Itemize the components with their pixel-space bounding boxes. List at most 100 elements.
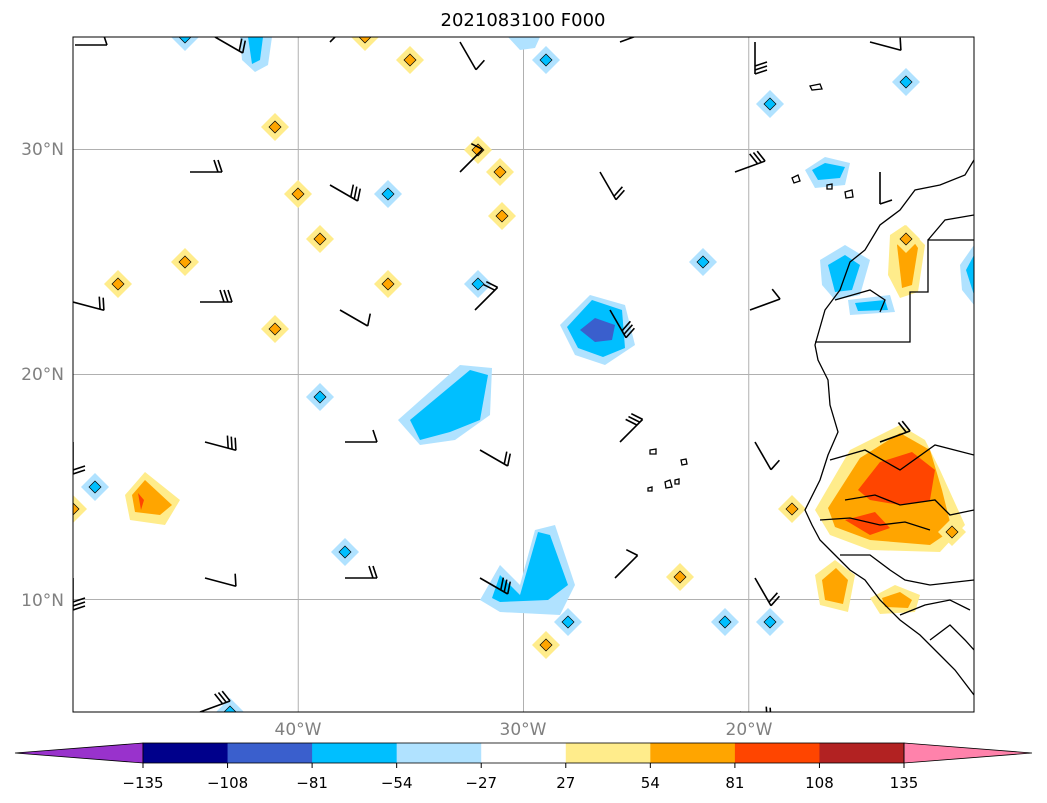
contour-neg-outer [508,37,540,50]
mauritania-border [815,239,974,343]
gambia-border [819,517,931,531]
contour-feature-inner [495,209,509,223]
contour-feature-inner [539,53,553,67]
contour-feature-inner [223,705,237,712]
wind-barb [614,549,639,579]
wind-barb [754,577,780,607]
wind-barb [734,150,766,173]
wind-barb [75,37,108,46]
guinea-border [840,554,974,586]
longitude-labels: 40°W 30°W 20°W [275,720,773,740]
figure-title: 2021083100 F000 [441,10,606,31]
contour-feature-inner [381,187,395,201]
contour-neg-core [580,318,615,342]
colorbar-segment [227,743,313,763]
contour-neg-inner [248,37,263,64]
liberia-border [929,624,974,651]
lon-label-30w: 30°W [500,720,547,740]
lat-label-30n: 30°N [21,140,64,160]
cape-verde-island [649,448,657,455]
wind-barb [73,296,105,312]
wind-barb [609,309,635,339]
colorbar-tick-label: 81 [725,774,744,792]
contour-neg-inner [828,255,860,292]
colorbar-extend-min [14,742,144,764]
colorbar-extend-max [903,742,1033,764]
contour-feature-inner [539,638,553,652]
canary-island [826,183,833,190]
colorbar-tick-label: 54 [641,774,660,792]
wind-barb [214,37,247,54]
wind-barb [329,184,362,202]
wind-barb [739,706,772,712]
contour-feature-inner [493,165,507,179]
wind-barb [73,442,86,475]
colorbar-segment [312,743,398,763]
contour-pos-core [858,452,935,505]
small-contour-features [73,37,966,712]
colorbar-tick-label: 135 [890,774,919,792]
contour-feature-outer [73,495,87,523]
contour-feature-inner [338,545,352,559]
wind-barb [204,573,237,588]
canary-island [791,174,801,184]
lat-label-10n: 10°N [21,591,64,611]
contour-feature-inner [718,615,732,629]
contour-feature-inner [268,120,282,134]
contour-feature-outer [351,37,379,51]
contour-feature-inner [673,570,687,584]
colorbar-tick-label: −27 [465,774,497,792]
wind-barbs [73,37,911,712]
contour-pos-core [138,493,144,510]
madeira-island [809,83,823,91]
latitude-labels: 30°N 20°N 10°N [21,140,64,611]
wind-barb [474,281,499,311]
contour-feature-inner [763,97,777,111]
wind-barb [459,41,485,71]
canary-island [844,189,854,199]
wind-barb [190,159,223,173]
western-sahara-border [834,289,886,313]
cape-verde-island [680,458,688,466]
contour-feature-inner [945,525,959,539]
contour-feature-inner [178,37,192,44]
wind-barb [200,289,233,303]
colorbar-segment [565,743,651,763]
wind-barb [599,171,625,201]
colorbar-segment [819,743,905,763]
contour-feature-inner [268,322,282,336]
contour-feature-inner [73,502,80,516]
contour-pos-mid [882,592,912,608]
contour-feature-inner [111,277,125,291]
map-frame [72,36,975,713]
contour-neg-outer [960,245,974,305]
contour-feature-inner [899,232,913,246]
colorbar-tick-label: −108 [207,774,248,792]
contour-neg-inner [812,163,845,180]
wind-barb [619,413,644,443]
coastlines [647,83,974,696]
contour-feature-inner [561,615,575,629]
wind-barb [329,37,354,43]
wind-barb [879,420,911,443]
contour-neg-inner [492,532,568,602]
contour-feature-outer [216,698,244,712]
wind-barb [459,143,484,173]
contour-feature-inner [291,187,305,201]
wind-barb [73,578,86,611]
contour-feature-inner [381,277,395,291]
contour-neg-inner [966,255,974,295]
sierra-leone-border [899,599,971,616]
wind-barb [754,441,780,471]
wind-barb [879,172,893,205]
contour-feature-inner [178,255,192,269]
contour-feature-outer [171,37,199,51]
wind-barb [869,37,902,52]
colorbar: −135 −108 −81 −54 −27 27 54 81 108 135 [14,742,1033,792]
wind-barb [345,429,378,443]
colorbar-segment [396,743,482,763]
colorbar-tick-label: 27 [556,774,575,792]
contour-pos-mid [822,568,848,604]
contour-feature-inner [763,615,777,629]
colorbar-segment [650,743,736,763]
